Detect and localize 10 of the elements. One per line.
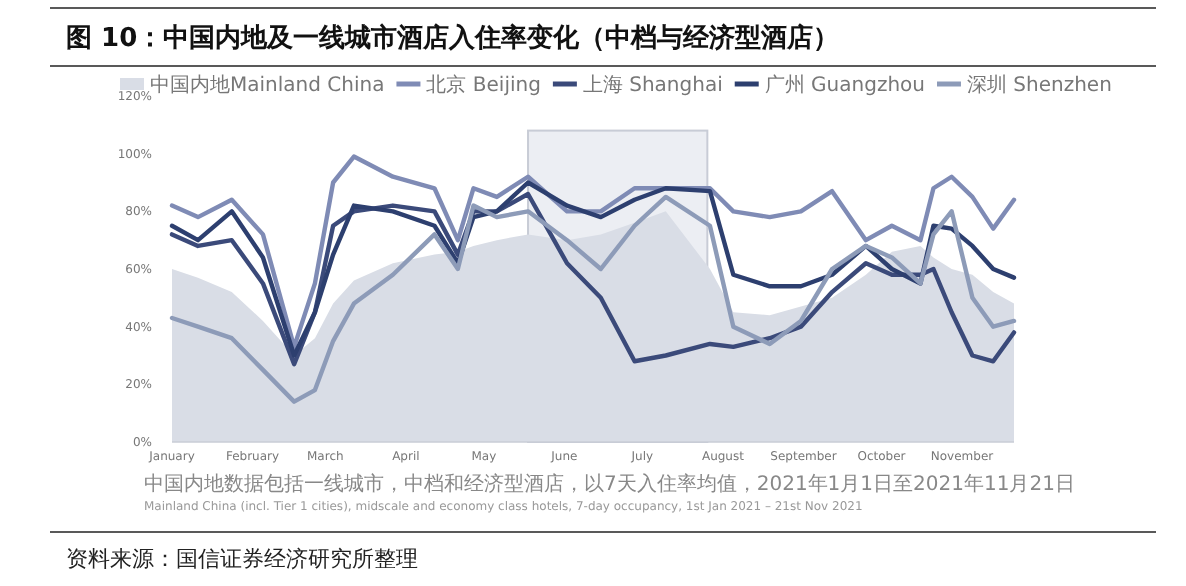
legend-label: 北京 Beijing bbox=[426, 73, 541, 97]
legend-label: 中国内地Mainland China bbox=[150, 73, 385, 97]
text: 中国内地数据包括一线城市，中档和经济型酒店，以7天入住率均值，2021年1月1日至2021年11月21日 bbox=[144, 472, 1075, 496]
text: 资料来源：国信证券经济研究所整理 bbox=[66, 546, 418, 572]
line-series bbox=[169, 154, 1017, 350]
legend-label: 深圳 Shenzhen bbox=[966, 73, 1112, 97]
chart-title: 图 10：中国内地及一线城市酒店入住率变化（中档与经济型酒店） bbox=[66, 22, 840, 54]
line-series bbox=[169, 194, 1017, 404]
legend-label: 上海 Shanghai bbox=[582, 73, 723, 97]
legend-label: 广州 Guangzhou bbox=[764, 73, 925, 97]
